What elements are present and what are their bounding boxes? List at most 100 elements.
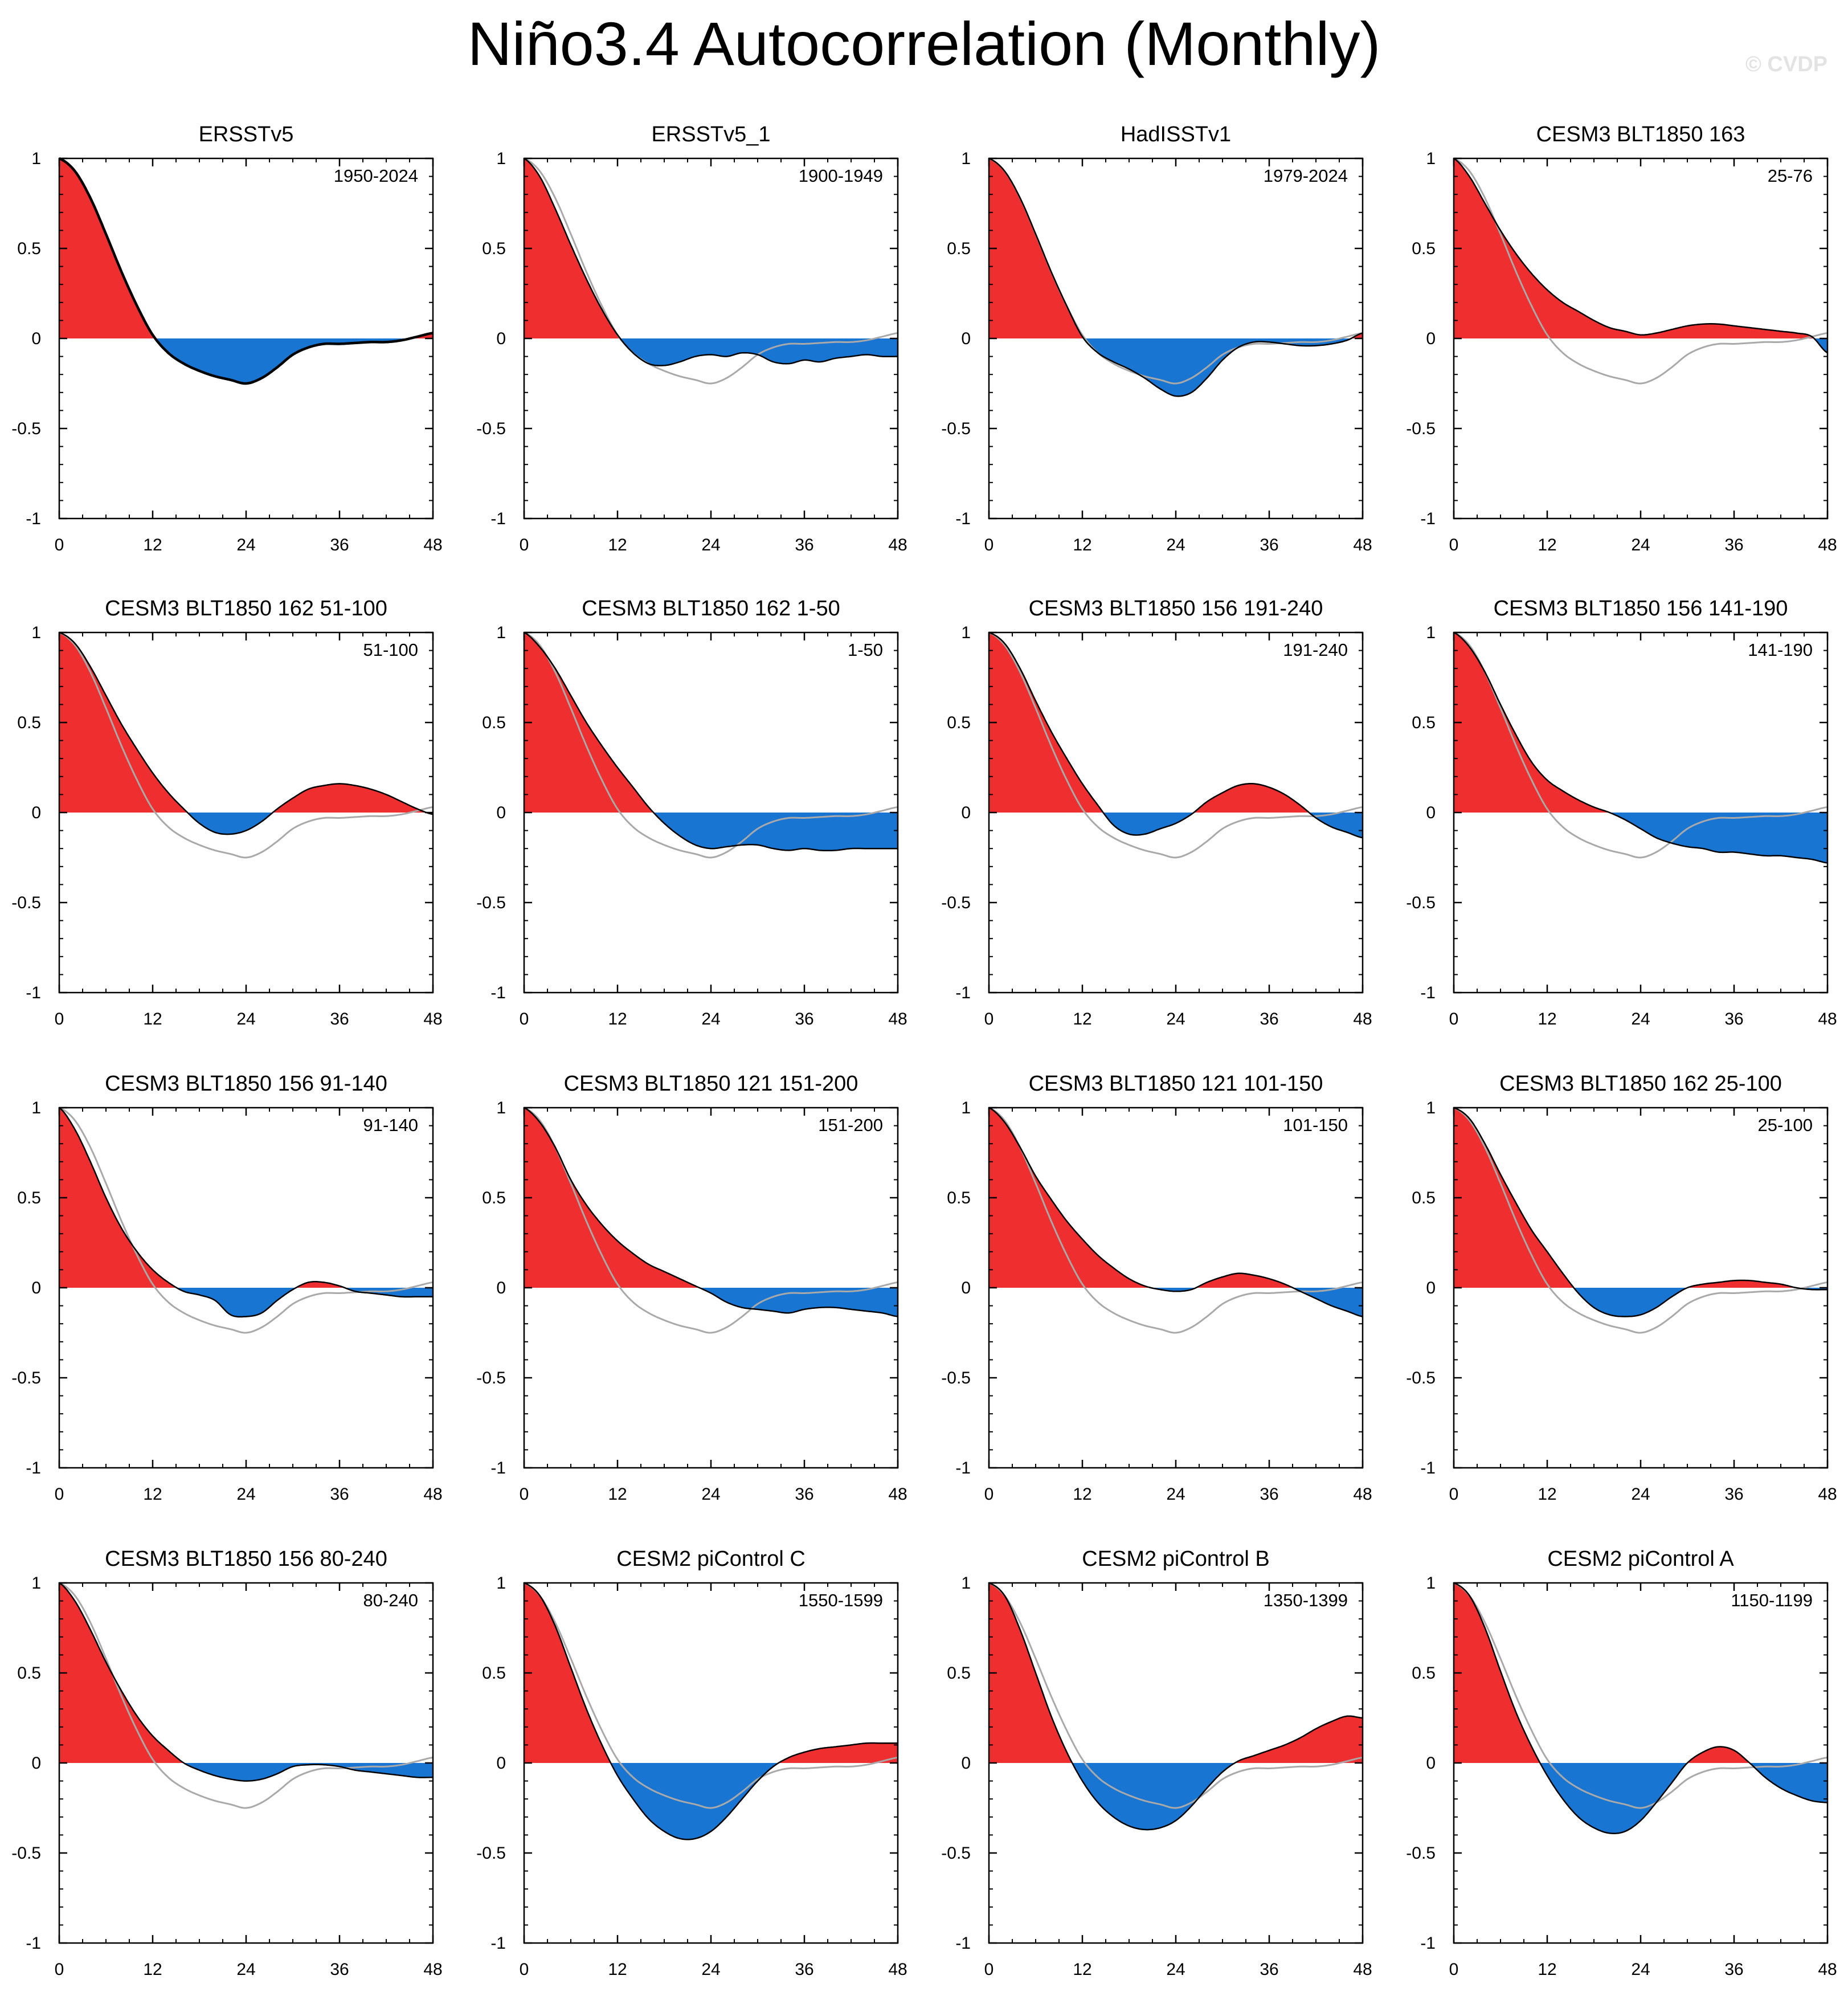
x-tick-label: 24 — [1166, 1485, 1185, 1504]
y-tick-label: -1 — [955, 1934, 971, 1953]
negative-fill — [524, 338, 898, 366]
y-tick-label: 0.5 — [947, 1189, 971, 1207]
y-tick-label: -0.5 — [1406, 1844, 1436, 1863]
x-tick-label: 36 — [330, 1010, 349, 1028]
period-label: 141-190 — [1748, 640, 1813, 660]
series-line — [1453, 1107, 1827, 1317]
positive-fill — [1454, 632, 1827, 813]
period-label: 1979-2024 — [1264, 166, 1348, 186]
x-tick-label: 48 — [888, 536, 907, 554]
series-line — [1453, 1582, 1828, 1834]
y-tick-label: 0.5 — [482, 1664, 506, 1683]
series-line — [988, 157, 1363, 397]
x-tick-label: 24 — [701, 1485, 720, 1504]
cvdp-watermark: © CVDP — [1745, 52, 1827, 76]
y-tick-label: 1 — [1426, 1099, 1436, 1117]
x-tick-label: 48 — [888, 1010, 907, 1028]
y-tick-label: 1 — [496, 149, 506, 168]
x-tick-label: 36 — [1724, 1960, 1743, 1979]
panel-title: CESM2 piControl A — [1547, 1547, 1734, 1571]
y-tick-label: -0.5 — [11, 1844, 41, 1863]
positive-fill — [59, 158, 433, 338]
negative-fill — [1454, 1763, 1827, 1834]
x-tick-label: 24 — [1631, 1485, 1650, 1504]
panel-title: CESM3 BLT1850 162 1-50 — [582, 597, 840, 621]
x-tick-label: 12 — [608, 1485, 627, 1504]
y-tick-label: -1 — [26, 1934, 41, 1953]
series-line — [59, 1582, 433, 1782]
reference-line — [1453, 1582, 1828, 1809]
panel-title: CESM2 piControl B — [1082, 1547, 1269, 1571]
panel-9: 1 0.5 0 -0.5 -1 0 12 24 36 48 CESM3 BLT1850 156 91… — [11, 1072, 442, 1504]
panel-title: CESM3 BLT1850 156 191-240 — [1029, 597, 1323, 621]
positive-fill — [59, 1108, 433, 1288]
panel-2: 1 0.5 0 -0.5 -1 0 12 24 36 48 ERSSTv5_1 1900-1949 — [476, 123, 907, 554]
reference-line — [59, 631, 434, 859]
x-tick-label: 48 — [1818, 1485, 1837, 1504]
x-tick-label: 48 — [1818, 1010, 1837, 1028]
x-tick-label: 48 — [423, 1010, 442, 1028]
series-line — [59, 631, 434, 835]
panel-11: 1 0.5 0 -0.5 -1 0 12 24 36 48 CESM3 BLT1850 121 10… — [941, 1072, 1372, 1504]
y-tick-label: -0.5 — [476, 893, 506, 912]
panel-13: 1 0.5 0 -0.5 -1 0 12 24 36 48 CESM3 BLT1850 156 80… — [11, 1547, 442, 1979]
y-tick-label: 0 — [31, 803, 41, 822]
panel-8: 1 0.5 0 -0.5 -1 0 12 24 36 48 CESM3 BLT1850 156 14… — [1406, 597, 1837, 1028]
y-tick-label: 1 — [31, 1099, 41, 1117]
x-tick-label: 24 — [236, 1960, 255, 1979]
reference-line — [524, 1107, 898, 1334]
x-tick-label: 0 — [55, 536, 64, 554]
panel-title: CESM3 BLT1850 121 151-200 — [564, 1072, 858, 1096]
y-tick-label: 0.5 — [947, 239, 971, 258]
figure-title: Niño3.4 Autocorrelation (Monthly) — [467, 9, 1381, 78]
y-tick-label: -1 — [1420, 509, 1436, 528]
x-tick-label: 48 — [423, 1960, 442, 1979]
y-tick-label: 1 — [31, 149, 41, 168]
period-label: 151-200 — [818, 1115, 883, 1135]
y-tick-label: -1 — [955, 1459, 971, 1477]
y-tick-label: 0 — [961, 1754, 971, 1773]
positive-fill — [59, 1583, 433, 1763]
panel-title: CESM3 BLT1850 163 — [1536, 123, 1745, 146]
y-tick-label: 0 — [961, 329, 971, 348]
x-tick-label: 24 — [236, 536, 255, 554]
negative-fill — [524, 1763, 898, 1840]
y-tick-label: -0.5 — [476, 419, 506, 438]
y-tick-label: -0.5 — [1406, 893, 1436, 912]
y-tick-label: -1 — [955, 983, 971, 1002]
y-tick-label: 1 — [496, 1099, 506, 1117]
x-tick-label: 36 — [795, 1960, 813, 1979]
y-tick-label: 0.5 — [1412, 1664, 1436, 1683]
positive-fill — [1454, 158, 1827, 338]
positive-fill — [59, 632, 433, 813]
positive-fill — [1454, 1108, 1827, 1288]
panel-14: 1 0.5 0 -0.5 -1 0 12 24 36 48 CESM2 piControl C 155… — [476, 1547, 907, 1979]
x-tick-label: 48 — [888, 1485, 907, 1504]
x-tick-label: 36 — [330, 1960, 349, 1979]
y-tick-label: -1 — [490, 509, 506, 528]
x-tick-label: 0 — [1449, 536, 1459, 554]
x-tick-label: 36 — [330, 536, 349, 554]
positive-fill — [524, 632, 898, 813]
x-tick-label: 36 — [795, 1010, 813, 1028]
x-tick-label: 0 — [1449, 1010, 1459, 1028]
panel-6: 1 0.5 0 -0.5 -1 0 12 24 36 48 CESM3 BLT1850 162 1-… — [476, 597, 907, 1028]
x-tick-label: 0 — [55, 1485, 64, 1504]
panel-7: 1 0.5 0 -0.5 -1 0 12 24 36 48 CESM3 BLT1850 156 19… — [941, 597, 1372, 1028]
y-tick-label: -0.5 — [941, 1369, 971, 1387]
period-label: 1350-1399 — [1264, 1590, 1348, 1610]
panel-title: HadISSTv1 — [1121, 123, 1231, 146]
x-tick-label: 0 — [520, 536, 529, 554]
x-tick-label: 36 — [1260, 1960, 1278, 1979]
reference-line — [59, 1582, 434, 1809]
panel-title: ERSSTv5 — [199, 123, 294, 146]
y-tick-label: -1 — [1420, 983, 1436, 1002]
panel-title: CESM3 BLT1850 162 25-100 — [1499, 1072, 1782, 1096]
y-tick-label: 1 — [961, 623, 971, 642]
y-tick-label: 0 — [1426, 1279, 1436, 1297]
x-tick-label: 0 — [1449, 1960, 1459, 1979]
panel-5: 1 0.5 0 -0.5 -1 0 12 24 36 48 CESM3 BLT1850 162 51… — [11, 597, 442, 1028]
y-tick-label: 0 — [31, 1279, 41, 1297]
positive-fill — [989, 158, 1363, 338]
